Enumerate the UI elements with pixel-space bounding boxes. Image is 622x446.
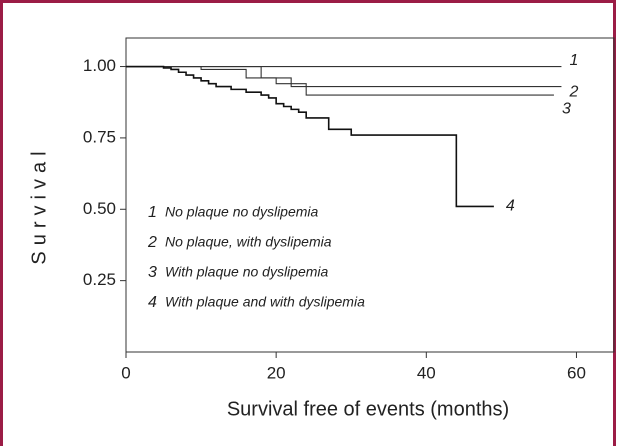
legend-label: With plaque and with dyslipemia (165, 294, 365, 310)
x-tick-label: 40 (417, 363, 436, 382)
line-label: 1 (569, 52, 578, 69)
legend-label: No plaque, with dyslipemia (165, 234, 332, 250)
legend-number: 2 (147, 234, 157, 251)
survival-line (126, 65, 562, 88)
x-axis-title: Survival free of events (months) (227, 398, 509, 420)
legend-number: 4 (148, 294, 157, 311)
survival-line (126, 65, 554, 96)
y-tick-label: 1.00 (83, 56, 116, 75)
legend-number: 1 (148, 204, 157, 221)
y-tick-label: 0.25 (83, 270, 116, 289)
x-tick-label: 20 (267, 363, 286, 382)
legend-label: No plaque no dyslipemia (165, 204, 319, 220)
legend-number: 3 (148, 264, 157, 281)
line-label: 3 (562, 100, 571, 117)
x-tick-label: 60 (567, 363, 586, 382)
line-label: 2 (568, 84, 578, 101)
y-tick-label: 0.50 (83, 199, 116, 218)
legend-label: With plaque no dyslipemia (165, 264, 329, 280)
plot-frame (125, 37, 615, 353)
survival-line (126, 65, 494, 208)
y-axis-title: Survival (28, 145, 50, 264)
x-tick-label: 0 (121, 363, 130, 382)
line-label: 4 (506, 198, 515, 215)
y-tick-label: 0.75 (83, 127, 116, 146)
